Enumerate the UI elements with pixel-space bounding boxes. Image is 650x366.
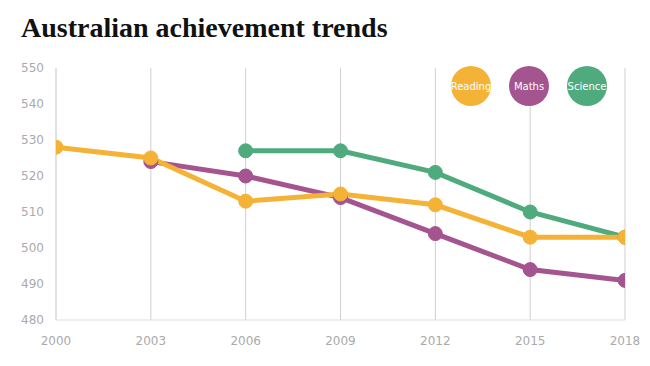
html-text:Science: Science (567, 80, 607, 92)
svg-text:2012: 2012 (420, 334, 451, 348)
svg-text:530: 530 (21, 133, 44, 147)
svg-text:2006: 2006 (230, 334, 261, 348)
svg-text:480: 480 (21, 313, 44, 327)
html-text:Maths: Maths (513, 80, 545, 92)
html-text:Reading: Reading (450, 80, 492, 92)
svg-text:550: 550 (21, 61, 44, 75)
svg-text:2003: 2003 (136, 334, 167, 348)
svg-text:2009: 2009 (325, 334, 356, 348)
svg-text:510: 510 (21, 205, 44, 219)
svg-text:2015: 2015 (515, 334, 546, 348)
svg-text:500: 500 (21, 241, 44, 255)
svg-text:2000: 2000 (41, 334, 72, 348)
html-text:Australian achievement trends: Australian achievement trends (21, 12, 388, 43)
svg-text:2018: 2018 (610, 334, 641, 348)
svg-text:540: 540 (21, 97, 44, 111)
svg-text:490: 490 (21, 277, 44, 291)
svg-text:520: 520 (21, 169, 44, 183)
